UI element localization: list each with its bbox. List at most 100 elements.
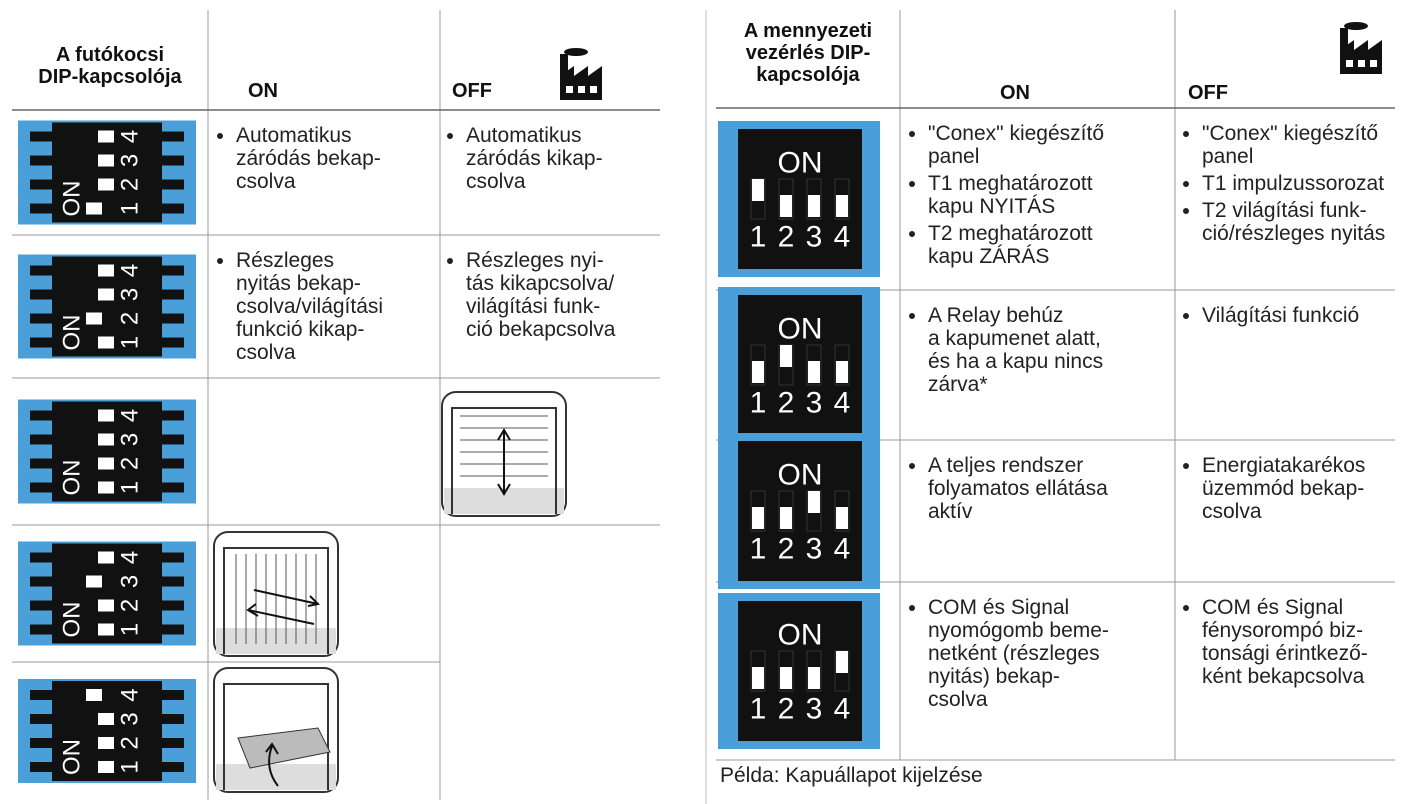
dip-lever — [780, 195, 792, 217]
dip-pin — [30, 690, 52, 700]
dip-pin — [162, 203, 184, 214]
icon-part — [223, 547, 329, 654]
dip-on-label: ON — [778, 313, 823, 346]
bullet-text: Automatikus záródás kikap- csolva — [466, 124, 671, 193]
dip-pin — [30, 624, 52, 635]
dip-lever — [98, 288, 114, 301]
icon-part — [1358, 60, 1365, 67]
bullet-list: A teljes rendszer folyamatos ellátása ak… — [914, 454, 1183, 527]
dip-pin — [162, 289, 184, 300]
dip-switch: ON 1 2 3 4 — [718, 287, 880, 443]
bullet-text: A teljes rendszer folyamatos ellátása ak… — [928, 454, 1183, 523]
header-cell: ON — [1000, 82, 1030, 104]
header-cell: A futókocsi DIP-kapcsolója — [38, 44, 182, 88]
icon-part — [590, 86, 597, 93]
dip-pin — [162, 600, 184, 611]
dip-on-label: ON — [59, 602, 86, 638]
dip-slot — [750, 650, 766, 692]
dip-pin — [162, 690, 184, 700]
bullet-text: Részleges nyi- tás kikapcsolva/ világítá… — [466, 249, 671, 341]
dip-lever — [86, 202, 102, 215]
dip-lever — [98, 154, 114, 167]
dip-pin — [162, 313, 184, 324]
dip-pin — [162, 482, 184, 493]
dip-lever — [836, 651, 848, 673]
bullet-list: "Conex" kiegészítő panel T1 impulzussoroz… — [1188, 122, 1403, 249]
dip-number: 4 — [117, 264, 144, 277]
dip-number: 3 — [117, 154, 144, 167]
icon-part — [237, 727, 331, 769]
bullet-text: T2 meghatározott kapu ZÁRÁS — [928, 222, 1183, 268]
dip-pin — [30, 738, 52, 748]
bullet-text: "Conex" kiegészítő panel — [1202, 122, 1403, 168]
dip-pin — [30, 289, 52, 300]
bullet-text: COM és Signal nyomógomb beme- netként (r… — [928, 596, 1183, 711]
bullet-list: COM és Signal nyomógomb beme- netként (r… — [914, 596, 1183, 715]
dip-slot — [778, 490, 794, 532]
dip-lever — [752, 179, 764, 201]
bullet-list: Világítási funkció — [1188, 304, 1403, 331]
dip-pin — [162, 337, 184, 348]
dip-lever — [98, 178, 114, 191]
dip-pin — [162, 738, 184, 748]
dip-slot — [750, 490, 766, 532]
header-cell: OFF — [452, 80, 492, 102]
factory-icon — [1340, 22, 1382, 74]
bullet-list: COM és Signal fénysorompó biz- tonsági é… — [1188, 596, 1403, 692]
dip-number: 2 — [117, 312, 144, 325]
dip-lever — [98, 737, 114, 749]
dip-pin — [162, 434, 184, 445]
dip-number: 1 — [750, 533, 767, 566]
icon-part — [564, 48, 588, 56]
header-cell: ON — [248, 80, 278, 102]
dip-on-label: ON — [59, 181, 86, 217]
dip-lever — [836, 507, 848, 529]
dip-pin — [162, 410, 184, 421]
door-illustration — [213, 667, 339, 793]
bullet-text: Energiatakarékos üzemmód bekap- csolva — [1202, 454, 1403, 523]
dip-switch: 1 2 3 4 ON — [18, 679, 196, 783]
dip-lever — [808, 195, 820, 217]
icon-part — [578, 86, 585, 93]
dip-pin — [30, 552, 52, 563]
footer-note: Példa: Kapuállapot kijelzése — [720, 764, 983, 787]
bullet-text: T1 impulzussorozat — [1202, 172, 1403, 195]
bullet-text: T2 világítási funk- ció/részleges nyitás — [1202, 199, 1403, 245]
dip-slot — [834, 490, 850, 532]
bullet-text: A Relay behúz a kapumenet alatt, és ha a… — [928, 304, 1183, 396]
dip-number: 1 — [750, 221, 767, 254]
door-illustration — [213, 531, 339, 657]
dip-pin — [30, 482, 52, 493]
dip-pin — [30, 576, 52, 587]
dip-pin — [162, 552, 184, 563]
dip-pin — [30, 155, 52, 166]
dip-number: 1 — [117, 336, 144, 349]
bullet-list: Automatikus záródás kikap- csolva — [452, 124, 671, 197]
dip-pin — [162, 576, 184, 587]
dip-number: 1 — [750, 693, 767, 726]
dip-lever — [780, 667, 792, 689]
dip-lever — [836, 361, 848, 383]
door-illustration — [441, 391, 567, 517]
icon-part — [1370, 60, 1377, 67]
dip-lever — [836, 195, 848, 217]
dip-lever — [98, 409, 114, 422]
factory-icon — [560, 48, 602, 100]
dip-pin — [30, 434, 52, 445]
dip-lever — [98, 457, 114, 470]
dip-lever — [98, 599, 114, 612]
icon-part — [216, 764, 336, 790]
dip-switch: ON 1 2 3 4 — [718, 433, 880, 589]
dip-slot — [806, 344, 822, 386]
dip-pin — [162, 458, 184, 469]
dip-number: 3 — [117, 433, 144, 446]
dip-on-label: ON — [59, 460, 86, 496]
dip-on-label: ON — [778, 459, 823, 492]
dip-slot — [750, 344, 766, 386]
dip-number: 3 — [117, 575, 144, 588]
dip-number: 4 — [834, 221, 851, 254]
dip-number: 1 — [117, 623, 144, 636]
dip-slot — [834, 344, 850, 386]
dip-number: 4 — [117, 688, 144, 701]
